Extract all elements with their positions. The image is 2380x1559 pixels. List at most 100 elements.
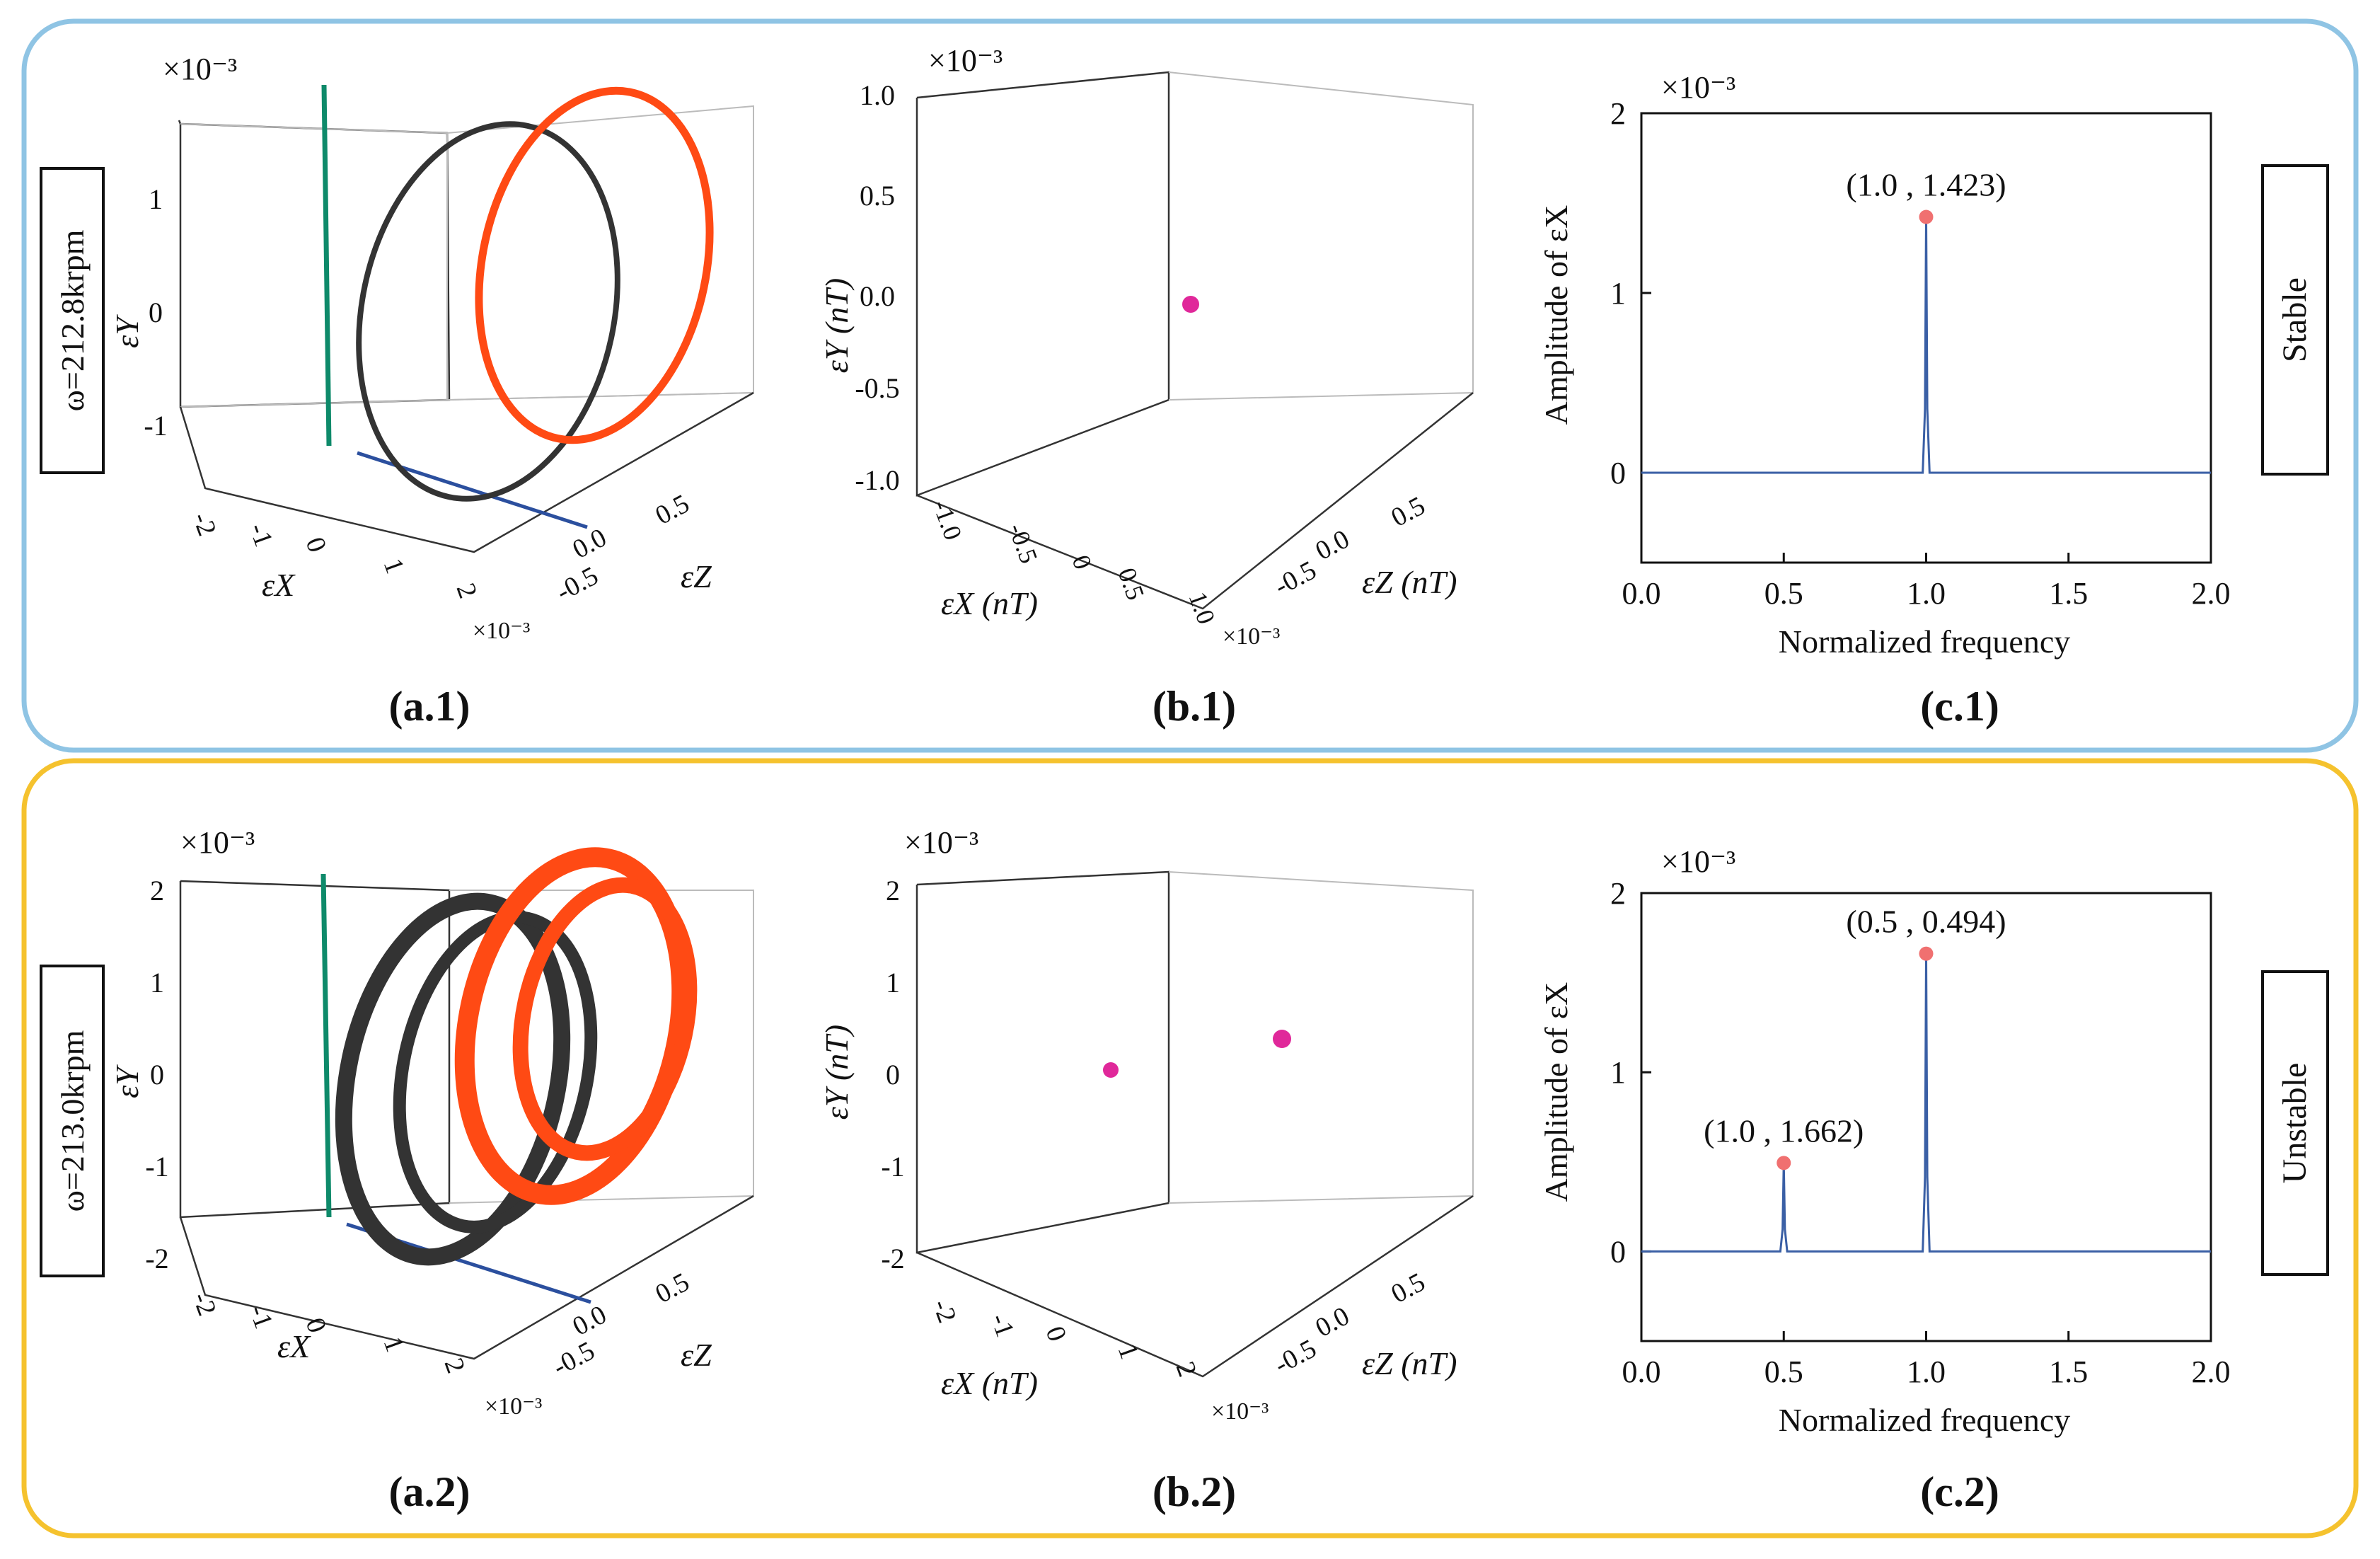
y-tick-b2-2: 0 — [886, 1059, 900, 1091]
x-tick-label: 1.0 — [1907, 1354, 1946, 1389]
back-walls-b2 — [1168, 871, 1474, 1204]
y-tick-label: 2 — [1610, 876, 1626, 911]
y-tick-a1-0: 1 — [149, 183, 163, 215]
panel-a1: ×10⁻³ 1 0 -1 εY -2 -1 0 1 2 εX 0.5 0.0 -… — [109, 52, 754, 730]
x-tick-label: 1.5 — [2049, 576, 2088, 611]
peak-annotation: (0.5 , 0.494) — [1846, 904, 2006, 940]
y-label-c2: Amplitude of εX — [1538, 982, 1574, 1202]
poincare-point-b2-0 — [1103, 1062, 1119, 1078]
z-exp-a1: ×10⁻³ — [473, 618, 530, 644]
panel-label-b1: (b.1) — [1153, 683, 1236, 730]
xy-projection-a2-inner — [512, 877, 698, 1161]
axes-box-a1 — [178, 120, 451, 408]
y-label-b2: εY (nT) — [819, 1025, 855, 1120]
x-tick-b1-3: 0.5 — [1112, 564, 1150, 604]
x-tick-b2-2: 0 — [1040, 1323, 1073, 1345]
panel-c1: ×10⁻³ Amplitude of εX Normalized frequen… — [1538, 70, 2231, 730]
y-projection-a1 — [321, 84, 332, 447]
panel-label-b2: (b.2) — [1153, 1468, 1236, 1515]
poincare-point-b2-1 — [1273, 1030, 1291, 1048]
spectrum-plot-c1: 0.0 0.5 1.0 1.5 2.0 2 1 0 (1.0 , 1.423) — [1610, 96, 2231, 611]
x-tick-a1-2: 0 — [300, 534, 333, 556]
spectrum-line — [1641, 953, 2211, 1253]
status-label-1: Stable — [2276, 277, 2313, 362]
x-tick-a2-4: 2 — [439, 1354, 471, 1377]
y-label-c1: Amplitude of εX — [1538, 205, 1574, 425]
y-exp-c1: ×10⁻³ — [1661, 70, 1735, 105]
y-exp-a1: ×10⁻³ — [163, 52, 237, 86]
z-label-b2: εZ (nT) — [1362, 1345, 1457, 1381]
y-tick-a2-1: 1 — [150, 967, 164, 999]
peak-annotation: (1.0 , 1.662) — [1704, 1112, 1864, 1149]
z-exp-b2: ×10⁻³ — [1211, 1398, 1269, 1425]
panel-label-a2: (a.2) — [389, 1468, 470, 1515]
floor-edge-a1 — [449, 392, 754, 401]
y-tick-b1-4: -1.0 — [855, 464, 899, 496]
panel-label-c1: (c.1) — [1920, 683, 1999, 730]
z-tick-b2-2: -0.5 — [1270, 1334, 1322, 1380]
z-tick-a2-1: 0.0 — [568, 1300, 612, 1342]
x-tick-a1-0: -2 — [187, 509, 222, 540]
y-tick-label: 2 — [1610, 96, 1626, 131]
row-1-frame — [21, 18, 2359, 753]
x-tick-b1-1: -0.5 — [1003, 519, 1043, 567]
back-walls-a1 — [180, 105, 754, 408]
y-tick-b1-2: 0.0 — [860, 280, 895, 312]
x-tick-label: 1.0 — [1907, 576, 1946, 611]
y-tick-a2-0: 2 — [150, 875, 164, 907]
z-tick-a1-0: 0.5 — [651, 489, 695, 531]
z-tick-a2-2: -0.5 — [548, 1336, 600, 1382]
y-tick-b1-0: 1.0 — [860, 79, 895, 111]
z-tick-a1-2: -0.5 — [552, 561, 603, 607]
x-label-b2: εX (nT) — [941, 1365, 1038, 1401]
floor-front-a1 — [179, 391, 754, 553]
spectrum-plot-c2: 0.0 0.5 1.0 1.5 2.0 2 1 0 (1.0 , 1.662) (0.5 , 0.… — [1610, 876, 2231, 1389]
orbit-a2-inner — [393, 911, 598, 1233]
y-tick-label: 0 — [1610, 1234, 1626, 1269]
speed-label-1: ω=212.8krpm — [54, 229, 91, 411]
y-tick-a2-2: 0 — [150, 1059, 164, 1091]
y-tick-b2-0: 2 — [886, 875, 900, 907]
x-tick-label: 2.0 — [2192, 1354, 2231, 1389]
peak-marker — [1919, 946, 1934, 961]
axes-box-b2 — [915, 870, 1170, 1254]
x-tick-label: 0.0 — [1622, 576, 1661, 611]
x-tick-b2-0: -2 — [927, 1296, 962, 1327]
orbit-a2-outer — [335, 892, 571, 1266]
panel-c2: ×10⁻³ Amplitude of εX Normalized frequen… — [1538, 844, 2231, 1515]
speed-label-2: ω=213.0krpm — [54, 1030, 91, 1212]
z-tick-b1-0: 0.5 — [1387, 491, 1431, 533]
panel-a2: ×10⁻³ 2 1 0 -1 -2 εY -2 -1 0 1 2 εX 0.5 … — [109, 825, 754, 1515]
panel-b2: ×10⁻³ 2 1 0 -1 -2 εY (nT) -2 -1 0 1 2 εX… — [819, 825, 1474, 1515]
x-label-b1: εX (nT) — [941, 585, 1038, 621]
x-tick-a2-0: -2 — [187, 1289, 222, 1320]
z-tick-a2-0: 0.5 — [651, 1267, 695, 1309]
y-exp-b2: ×10⁻³ — [904, 825, 978, 860]
x-label-a1: εX — [262, 567, 296, 603]
y-tick-label: 1 — [1610, 276, 1626, 311]
panel-b1: ×10⁻³ 1.0 0.5 0.0 -0.5 -1.0 εY (nT) -1.0… — [819, 43, 1474, 730]
poincare-point-b1 — [1182, 296, 1199, 313]
x-tick-b1-4: 1.0 — [1183, 588, 1220, 628]
z-tick-b2-0: 0.5 — [1387, 1267, 1431, 1309]
status-box-2: Unstable — [2261, 970, 2329, 1276]
spectrum-line — [1641, 217, 2211, 474]
y-projection-a2 — [320, 873, 332, 1218]
x-projection-a1 — [357, 451, 588, 529]
back-walls-b1 — [1168, 71, 1474, 401]
z-exp-a2: ×10⁻³ — [485, 1393, 542, 1420]
y-tick-label: 0 — [1610, 456, 1626, 490]
y-label-b1: εY (nT) — [819, 278, 855, 373]
speed-label-box-1: ω=212.8krpm — [40, 167, 105, 474]
panel-label-a1: (a.1) — [389, 683, 470, 730]
x-tick-b1-0: -1.0 — [927, 496, 967, 543]
peak-marker — [1919, 209, 1934, 224]
x-tick-b2-1: -1 — [985, 1310, 1020, 1341]
y-tick-b1-3: -0.5 — [855, 372, 899, 404]
peak-marker — [1777, 1156, 1791, 1170]
x-tick-label: 0.5 — [1764, 576, 1803, 611]
x-tick-label: 0.5 — [1764, 1354, 1803, 1389]
x-tick-label: 1.5 — [2049, 1354, 2088, 1389]
x-label-a2: εX — [277, 1328, 311, 1364]
